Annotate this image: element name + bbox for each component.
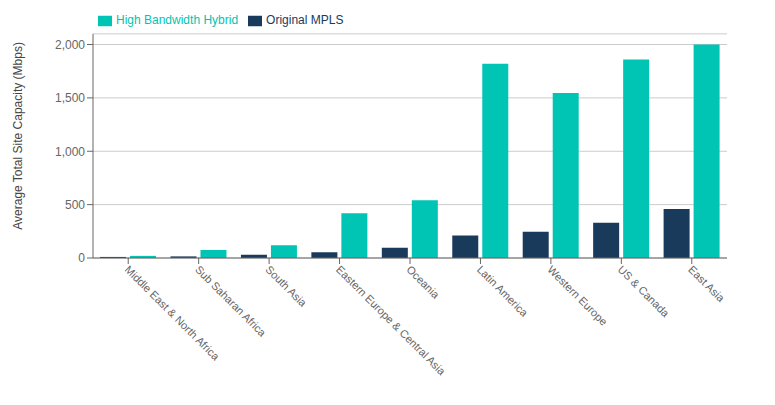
svg-text:Sub Saharan Africa: Sub Saharan Africa: [193, 263, 269, 339]
svg-text:US & Canada: US & Canada: [616, 263, 673, 320]
svg-text:East Asia: East Asia: [686, 263, 728, 305]
svg-text:2,000: 2,000: [55, 38, 85, 52]
svg-text:Western Europe: Western Europe: [545, 263, 610, 328]
svg-text:0: 0: [78, 251, 85, 265]
html-text:High Bandwidth Hybrid: High Bandwidth Hybrid: [116, 13, 239, 27]
svg-text:Average Total Site Capacity (M: Average Total Site Capacity (Mbps): [11, 42, 25, 230]
svg-text:500: 500: [65, 198, 85, 212]
html-text:Original MPLS: Original MPLS: [266, 13, 344, 27]
svg-text:1,500: 1,500: [55, 91, 85, 105]
svg-text:Middle East & North Africa: Middle East & North Africa: [122, 263, 222, 363]
svg-text:Eastern Europe & Central Asia: Eastern Europe & Central Asia: [334, 263, 449, 378]
svg-text:South Asia: South Asia: [263, 263, 309, 309]
svg-text:Oceania: Oceania: [404, 263, 442, 301]
svg-text:1,000: 1,000: [55, 145, 85, 159]
svg-text:Latin America: Latin America: [475, 263, 531, 319]
